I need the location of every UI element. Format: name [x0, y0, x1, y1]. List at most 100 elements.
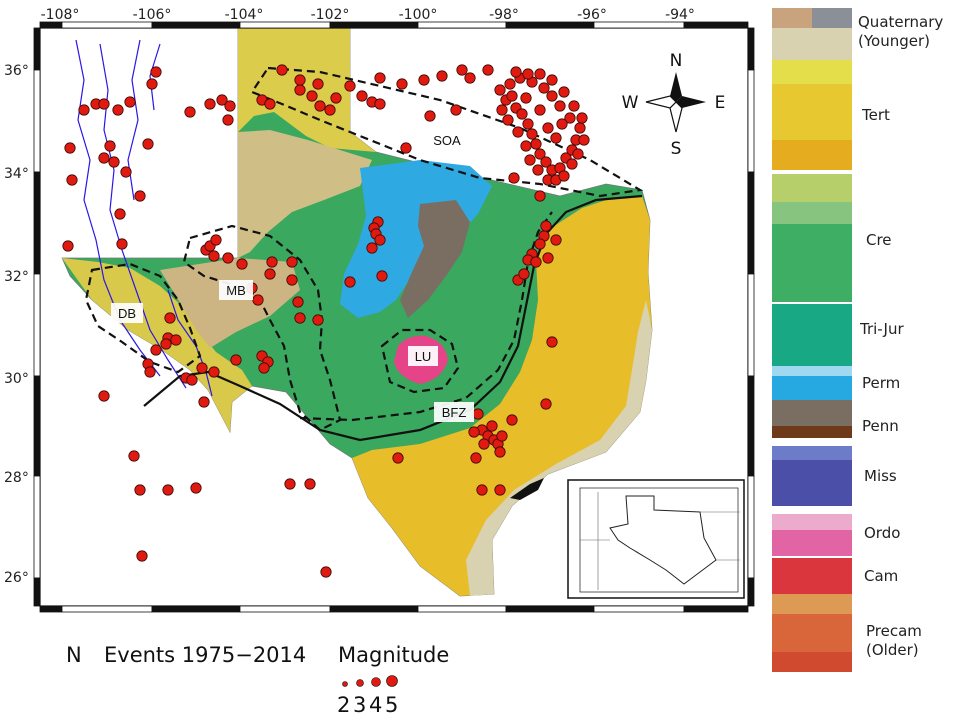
compass-w: W	[622, 93, 639, 113]
compass-e: E	[715, 93, 726, 113]
event-marker	[286, 274, 298, 286]
event-marker	[574, 122, 586, 134]
event-marker	[538, 82, 550, 94]
event-marker	[164, 312, 176, 324]
tan-plateau	[238, 130, 372, 258]
event-marker	[450, 104, 462, 116]
event-marker	[476, 484, 488, 496]
event-marker	[522, 118, 534, 130]
event-marker	[162, 484, 174, 496]
earthquake-events	[62, 64, 590, 578]
inset-map	[567, 479, 745, 599]
event-marker	[456, 64, 468, 76]
lat-tick: 36°	[4, 63, 29, 79]
compass-rose: N S E W	[622, 51, 726, 159]
event-marker	[356, 90, 368, 102]
frame-scale-bars	[33, 21, 755, 613]
event-marker	[540, 398, 552, 410]
event-marker	[556, 118, 568, 130]
event-marker	[540, 220, 552, 232]
event-marker	[230, 354, 242, 366]
event-marker	[534, 238, 546, 250]
event-marker	[486, 420, 498, 432]
geologic-legend: Quaternary (Younger) Tert Cre Tri-Jur Per…	[772, 8, 943, 672]
event-marker	[436, 70, 448, 82]
event-marker	[98, 152, 110, 164]
event-marker	[264, 268, 276, 280]
event-marker	[568, 100, 580, 112]
event-marker	[312, 78, 324, 90]
magnitude-scale-5: 5	[385, 693, 398, 717]
event-marker	[208, 250, 220, 262]
pennsylvanian-outcrop	[400, 200, 470, 318]
event-marker	[286, 256, 298, 268]
event-marker	[542, 122, 554, 134]
event-marker	[508, 172, 520, 184]
magnitude-scale-3: 3	[353, 693, 366, 717]
event-marker	[294, 84, 306, 96]
lat-tick: 34°	[4, 166, 29, 182]
longitude-ticks: -108° -106° -104° -102° -100° -98° -96° …	[41, 7, 695, 23]
event-marker	[540, 156, 552, 168]
legend-label-miss: Miss	[864, 467, 897, 485]
event-marker	[534, 190, 546, 202]
event-marker	[160, 338, 172, 350]
event-marker	[114, 208, 126, 220]
event-marker	[314, 100, 326, 112]
event-marker	[510, 66, 522, 78]
event-marker	[146, 78, 158, 90]
label-mb: MB	[226, 283, 246, 298]
legend-swatch-tri-jur	[772, 304, 852, 366]
event-marker	[344, 276, 356, 288]
event-marker	[496, 430, 508, 442]
event-marker	[198, 396, 210, 408]
dark-coast-marks	[510, 478, 544, 500]
event-marker	[518, 268, 530, 280]
event-marker	[366, 242, 378, 254]
map-caption: N Events 1975−2014 Magnitude 2 3 4 5	[66, 643, 449, 717]
legend-label-perm: Perm	[862, 374, 900, 392]
magnitude-scale-2: 2	[337, 693, 350, 717]
legend-label-tert: Tert	[861, 106, 890, 124]
event-marker	[564, 112, 576, 124]
legend-label-penn: Penn	[862, 417, 899, 435]
event-marker	[494, 446, 506, 458]
region-labels: SOA MB DB LU BFZ	[111, 130, 474, 422]
event-marker	[530, 256, 542, 268]
event-marker	[104, 140, 116, 152]
event-marker	[142, 138, 154, 150]
lon-tick: -94°	[665, 7, 695, 23]
event-marker	[534, 104, 546, 116]
event-marker	[128, 450, 140, 462]
event-marker	[558, 170, 570, 182]
event-marker	[418, 74, 430, 86]
event-marker	[546, 90, 558, 102]
event-marker	[144, 366, 156, 378]
event-marker	[196, 362, 208, 374]
event-marker	[506, 414, 518, 426]
label-bfz: BFZ	[442, 405, 467, 420]
event-marker	[554, 100, 566, 112]
event-marker	[512, 126, 524, 138]
event-marker	[276, 64, 288, 76]
event-marker	[294, 74, 306, 86]
event-marker	[524, 154, 536, 166]
legend-label-tri-jur: Tri-Jur	[859, 320, 904, 338]
label-lu: LU	[415, 349, 432, 364]
legend-label-cam: Cam	[864, 567, 898, 585]
event-marker	[374, 72, 386, 84]
event-marker	[66, 174, 78, 186]
event-marker	[502, 114, 514, 126]
event-marker	[294, 312, 306, 324]
event-marker	[264, 98, 276, 110]
event-marker	[496, 104, 508, 116]
lon-tick: -108°	[41, 7, 80, 23]
event-marker	[98, 98, 110, 110]
event-marker	[112, 104, 124, 116]
legend-label-precam: Precam (Older)	[866, 622, 922, 659]
event-marker	[558, 86, 570, 98]
lat-tick: 28°	[4, 470, 29, 486]
event-marker	[320, 566, 332, 578]
event-marker	[136, 550, 148, 562]
caption-magnitude: Magnitude	[338, 643, 449, 667]
